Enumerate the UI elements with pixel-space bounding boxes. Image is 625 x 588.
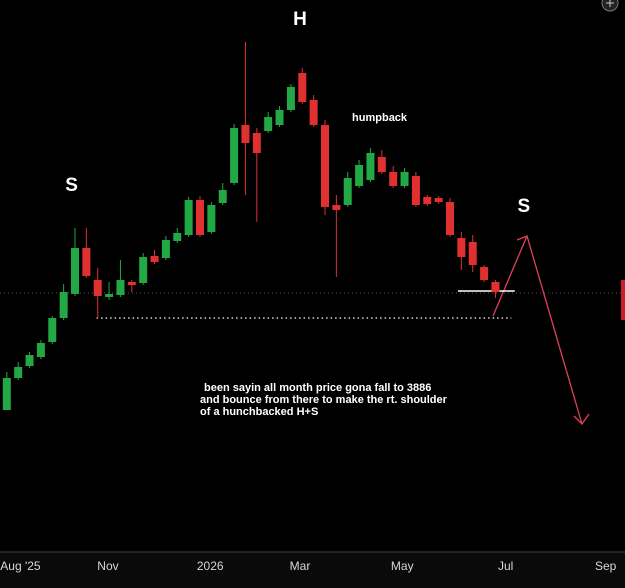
- candle-body: [59, 292, 68, 318]
- note-line: been sayin all month price gona fall to …: [204, 382, 431, 394]
- candle-body: [389, 172, 398, 186]
- candle-body: [309, 100, 318, 125]
- add-icon: [606, 0, 614, 7]
- candle-body: [332, 205, 341, 210]
- candle-body: [93, 280, 102, 296]
- candle-body: [150, 256, 159, 262]
- candle-body: [298, 73, 307, 102]
- candle-body: [196, 200, 204, 235]
- candle-body: [480, 267, 489, 280]
- projection-arrows: [492, 235, 590, 426]
- candle-body: [423, 197, 432, 204]
- candle-body: [491, 282, 500, 292]
- candle-body: [218, 190, 227, 203]
- annotation: H: [293, 9, 307, 30]
- candle-body: [207, 205, 216, 232]
- x-tick-label: Aug '25: [0, 559, 41, 573]
- candle-body: [2, 378, 11, 410]
- candle-body: [343, 178, 352, 205]
- candle-body: [36, 343, 45, 357]
- candle-body: [400, 172, 409, 186]
- annotation: S: [65, 175, 78, 196]
- candle-body: [116, 280, 125, 295]
- candle-body: [264, 117, 273, 131]
- candle-body: [241, 125, 250, 143]
- candle-body: [48, 318, 57, 342]
- candle-body: [71, 248, 79, 294]
- candle-body: [139, 257, 148, 283]
- candle-body: [25, 355, 34, 366]
- x-axis-band: [0, 552, 625, 588]
- candle-body: [184, 200, 193, 235]
- candle-body: [457, 238, 466, 257]
- candle-body: [355, 165, 364, 186]
- candle-body: [127, 282, 136, 285]
- x-tick-label: May: [391, 559, 414, 573]
- candle-body: [275, 110, 284, 125]
- x-tick-label: Mar: [290, 559, 311, 573]
- price-marker: [621, 280, 625, 320]
- candle-body: [82, 248, 91, 276]
- x-tick-label: Jul: [498, 559, 513, 573]
- candle-body: [230, 128, 239, 183]
- candle-body: [446, 202, 454, 235]
- candle-body: [252, 133, 261, 153]
- candle-body: [377, 157, 386, 172]
- x-tick-label: 2026: [197, 559, 224, 573]
- candle-body: [411, 176, 420, 205]
- candle-body: [468, 242, 477, 265]
- x-tick-label: Sep: [595, 559, 617, 573]
- candle-body: [286, 87, 295, 110]
- candle-body: [434, 198, 443, 202]
- candle-body: [105, 294, 114, 297]
- candle-body: [321, 125, 329, 207]
- candle-body: [161, 240, 170, 258]
- x-tick-label: Nov: [97, 559, 118, 573]
- candle-body: [366, 153, 375, 180]
- candle-body: [173, 233, 182, 241]
- note: been sayin all month price gona fall to …: [200, 382, 448, 418]
- annotation: S: [518, 196, 531, 217]
- candle-body: [14, 367, 23, 378]
- note-line: and bounce from there to make the rt. sh…: [200, 394, 448, 406]
- annotation: humpback: [352, 112, 408, 124]
- note-line: of a hunchbacked H+S: [200, 406, 318, 418]
